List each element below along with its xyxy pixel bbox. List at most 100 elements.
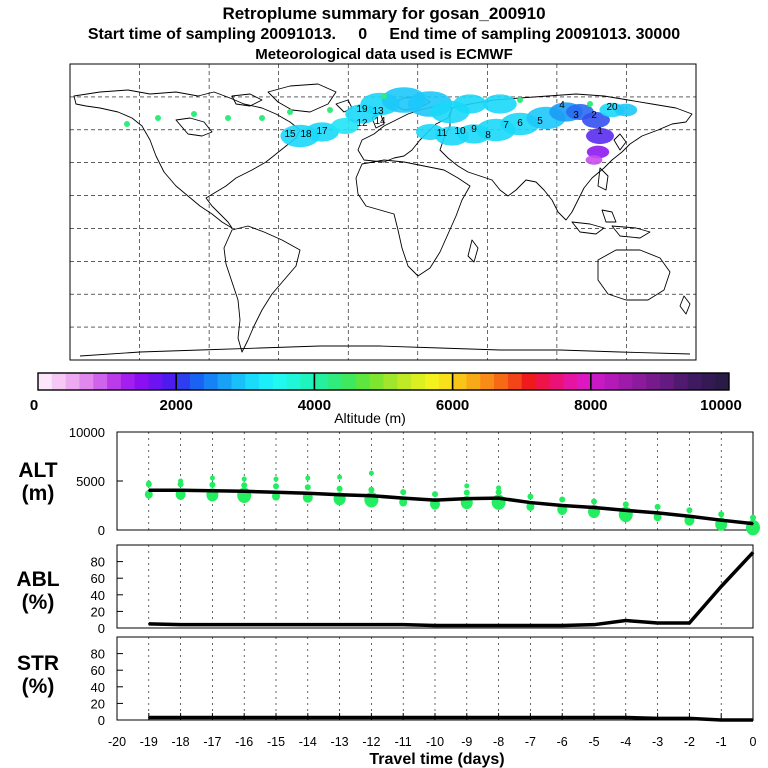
colorbar-swatch [190, 373, 205, 390]
plume-day-label: 2 [591, 110, 597, 121]
colorbar-swatch [38, 373, 53, 390]
alt-bubble [750, 514, 756, 521]
alt-panel-unit: (m) [22, 482, 55, 505]
x-tick-label: -9 [461, 735, 472, 749]
plume-point [517, 97, 523, 103]
x-tick-label: -20 [108, 735, 126, 749]
plume-point [191, 111, 197, 117]
alt-bubble [209, 481, 216, 488]
alt-bubble [368, 486, 375, 493]
alt-y-tick-label: 10000 [69, 425, 105, 440]
abl-data-point [752, 551, 754, 554]
colorbar-swatch [245, 373, 260, 390]
alt-data-point [656, 512, 659, 514]
colorbar-swatch [162, 373, 177, 390]
plume-blob [586, 128, 614, 144]
colorbar-swatch [342, 373, 357, 390]
alt-data-point [529, 501, 532, 504]
abl-y-tick-label: 0 [98, 621, 105, 636]
colorbar-swatch [176, 373, 191, 390]
retroplume-trajectory [124, 87, 638, 165]
colorbar-swatch [51, 373, 67, 390]
abl-data-point [402, 623, 405, 626]
colorbar-swatch [286, 373, 302, 390]
plume-day-label: 15 [284, 129, 296, 140]
x-tick-label: -11 [395, 735, 412, 749]
colorbar-swatch [507, 373, 523, 390]
x-tick-label: -2 [684, 735, 695, 749]
x-tick-label: -10 [426, 735, 444, 749]
alt-data-point [752, 522, 754, 525]
str-panel-unit: (%) [22, 675, 55, 698]
colorbar-swatch [397, 373, 412, 390]
altitude-colorbar [37, 372, 730, 391]
abl-data-point [243, 623, 245, 626]
alt-data-point [434, 499, 436, 501]
abl-y-tick-label: 60 [91, 571, 105, 586]
x-tick-label: -5 [588, 735, 599, 749]
colorbar-swatch [355, 373, 371, 390]
plume-day-label: 6 [517, 118, 523, 129]
chart-title: Retroplume summary for gosan_200910 [222, 4, 546, 23]
alt-bubble [336, 485, 343, 492]
alt-upper-point [273, 476, 279, 482]
alt-bubble [432, 491, 438, 498]
str-panel-label: STR [17, 652, 59, 675]
alt-data-point [593, 506, 595, 509]
alt-upper-point [178, 478, 184, 484]
plume-day-label: 8 [485, 130, 491, 141]
x-tick-label: 0 [750, 735, 757, 749]
colorbar-swatch [604, 373, 619, 390]
plume-point [327, 107, 333, 113]
colorbar-swatch [300, 373, 315, 390]
str-series-line [148, 715, 753, 722]
plume-blob [483, 94, 517, 114]
plume-day-label: 19 [356, 104, 368, 115]
plume-point [225, 115, 231, 121]
plume-day-label: 4 [559, 100, 565, 111]
x-tick-label: -18 [172, 735, 190, 749]
colorbar-swatch [231, 373, 246, 390]
abl-data-point [656, 622, 659, 624]
abl-data-point [370, 623, 373, 626]
plume-day-label: 20 [606, 102, 618, 113]
abl-data-point [307, 623, 309, 626]
plume-point [124, 121, 130, 127]
panel-labels: ALT (m) ABL (%) STR (%) [16, 459, 59, 698]
alt-bubble [559, 496, 566, 503]
alt-data-point [370, 494, 373, 497]
world-map: 18 17 15 12 13 19 14 11 10 98 7 6 5 43 21 20 [69, 63, 697, 361]
colorbar-swatch [424, 373, 440, 390]
colorbar-tick-label: 8000 [574, 397, 607, 414]
colorbar-swatch [549, 373, 564, 390]
abl-panel-unit: (%) [22, 591, 55, 614]
x-axis-label: Travel time (days) [369, 751, 504, 768]
alt-data-point [625, 509, 627, 512]
abl-data-point [593, 623, 595, 626]
plume-day-label: 3 [573, 110, 579, 121]
plume-blob [614, 103, 638, 117]
abl-data-point [148, 623, 150, 625]
alt-data-point [720, 519, 722, 521]
plume-blob [305, 122, 339, 142]
alt-bubble [463, 489, 470, 496]
colorbar-swatch [466, 373, 481, 390]
str-y-tick-label: 40 [91, 680, 105, 695]
colorbar-swatch [120, 373, 136, 390]
x-tick-label: -19 [140, 735, 158, 749]
colorbar-swatch [673, 373, 689, 390]
x-axis: -20 -19 -18 -17 -16 -15 -14 -13 -12 -11 -10 -9 -8 -7-… [108, 713, 757, 749]
str-y-tick-label: 80 [91, 647, 105, 662]
alt-panel: 10000 5000 0 [69, 425, 760, 538]
colorbar-swatch [79, 373, 94, 390]
colorbar-swatch [701, 373, 716, 390]
alt-data-point [466, 497, 468, 500]
colorbar-swatch [632, 373, 647, 390]
abl-data-point [497, 624, 500, 627]
alt-data-point [338, 493, 341, 496]
colorbar-swatch [314, 373, 329, 390]
x-tick-label: -3 [652, 735, 663, 749]
abl-data-point [529, 624, 532, 627]
colorbar-swatch [93, 373, 108, 390]
